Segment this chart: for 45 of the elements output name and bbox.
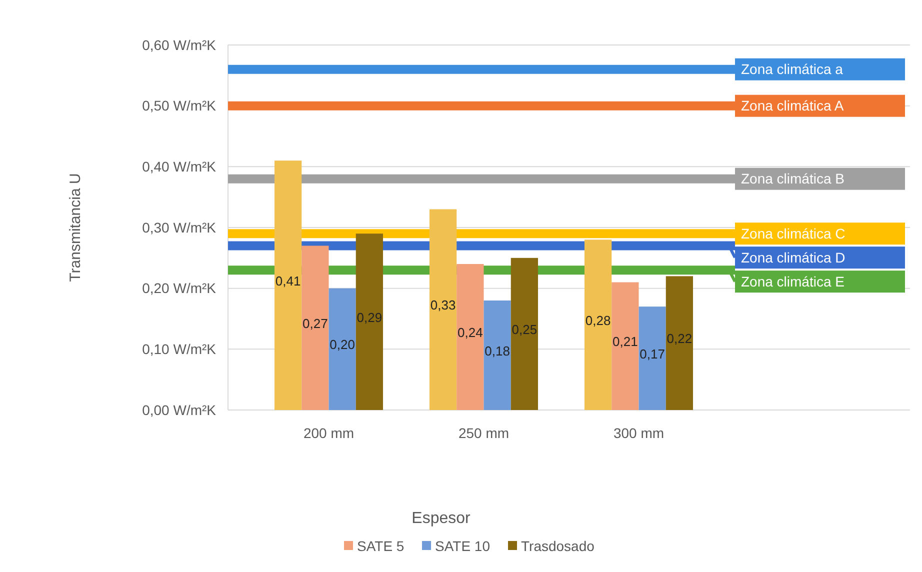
data-label: 0,17 xyxy=(640,346,665,362)
data-label: 0,21 xyxy=(612,334,638,350)
data-label: 0,28 xyxy=(585,312,611,328)
bar xyxy=(484,300,511,410)
data-label: 0,18 xyxy=(484,343,510,358)
y-tick-label: 0,40 W/m²K xyxy=(142,158,217,175)
data-label: 0,25 xyxy=(512,322,538,337)
data-label: 0,33 xyxy=(430,298,456,313)
bar xyxy=(302,246,329,410)
bar xyxy=(328,288,356,410)
data-label: 0,29 xyxy=(356,310,382,325)
data-label: 0,22 xyxy=(666,331,692,346)
bar xyxy=(510,258,538,410)
bar xyxy=(666,276,693,410)
bar xyxy=(456,264,484,410)
bar xyxy=(638,306,666,410)
ref-line-label: Zona climática C xyxy=(741,225,846,242)
ref-line-label: Zona climática A xyxy=(741,98,844,114)
bar xyxy=(430,209,457,410)
legend-label: SATE 5 xyxy=(357,538,404,554)
ref-line-label: Zona climática a xyxy=(741,61,844,78)
x-tick-label: 250 mm xyxy=(458,425,510,441)
bar xyxy=(612,282,639,410)
legend-label: SATE 10 xyxy=(435,538,490,554)
data-label: 0,27 xyxy=(302,316,328,331)
x-tick-label: 300 mm xyxy=(613,425,664,441)
y-tick-label: 0,20 W/m²K xyxy=(142,280,217,296)
y-tick-label: 0,00 W/m²K xyxy=(142,402,217,418)
data-label: 0,41 xyxy=(275,273,301,288)
bar xyxy=(584,240,612,410)
x-axis-title: Espesor xyxy=(412,510,472,527)
bar xyxy=(356,234,383,410)
y-tick-label: 0,10 W/m²K xyxy=(142,341,217,358)
y-tick-label: 0,50 W/m²K xyxy=(142,98,217,114)
data-label: 0,20 xyxy=(330,337,355,352)
ref-line-label: Zona climática B xyxy=(741,170,844,187)
y-tick-label: 0,30 W/m²K xyxy=(142,219,217,236)
bar xyxy=(274,160,302,410)
ref-line-label: Zona climática D xyxy=(741,249,846,266)
x-tick-label: 200 mm xyxy=(303,425,354,441)
y-axis-title: Transmitancia U xyxy=(67,173,84,282)
y-tick-label: 0,60 W/m²K xyxy=(142,36,217,53)
legend-label: Trasdosado xyxy=(521,538,595,554)
data-label: 0,24 xyxy=(458,325,483,340)
ref-line-label: Zona climática E xyxy=(741,273,844,290)
